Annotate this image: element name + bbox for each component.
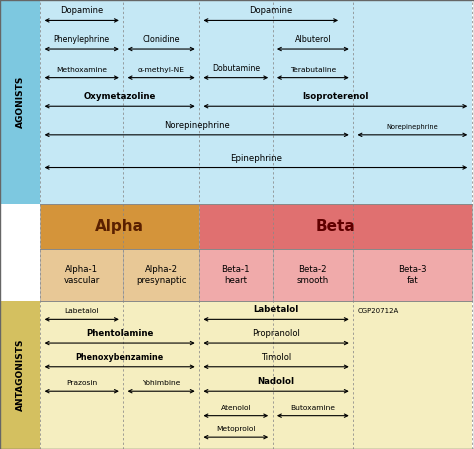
Text: Nadolol: Nadolol	[257, 377, 295, 386]
Text: Dopamine: Dopamine	[60, 6, 103, 16]
Text: Methoxamine: Methoxamine	[56, 67, 107, 73]
Text: Beta-2
smooth: Beta-2 smooth	[297, 265, 329, 285]
Bar	[0, 0, 40, 204]
Text: Alpha-2
presynaptic: Alpha-2 presynaptic	[136, 265, 186, 285]
Text: Butoxamine: Butoxamine	[291, 405, 335, 411]
Bar	[199, 204, 472, 249]
Text: Propranolol: Propranolol	[252, 329, 300, 338]
Text: Beta-1
heart: Beta-1 heart	[221, 265, 250, 285]
Text: Dobutamine: Dobutamine	[212, 64, 260, 73]
Text: Norepinephrine: Norepinephrine	[386, 124, 438, 130]
Bar	[199, 249, 273, 301]
Text: Alpha: Alpha	[95, 219, 144, 234]
Text: CGP20712A: CGP20712A	[358, 308, 399, 314]
Bar	[40, 301, 472, 449]
Bar	[0, 301, 40, 449]
Text: Timolol: Timolol	[261, 353, 291, 362]
Text: Phenoxybenzamine: Phenoxybenzamine	[75, 353, 164, 362]
Bar	[40, 0, 472, 204]
Bar	[123, 249, 199, 301]
Text: Labetalol: Labetalol	[254, 305, 299, 314]
Bar	[273, 249, 353, 301]
Text: Beta-3
fat: Beta-3 fat	[398, 265, 427, 285]
Text: Phenylephrine: Phenylephrine	[54, 35, 110, 44]
Text: Norepinephrine: Norepinephrine	[164, 121, 229, 130]
Bar	[40, 204, 199, 249]
Text: Atenolol: Atenolol	[220, 405, 251, 411]
Bar	[353, 249, 472, 301]
Text: Terabutaline: Terabutaline	[290, 67, 336, 73]
Text: Labetalol: Labetalol	[64, 308, 99, 314]
Text: AGONISTS: AGONISTS	[16, 76, 25, 128]
Text: Yohimbine: Yohimbine	[142, 380, 180, 386]
Text: Epinephrine: Epinephrine	[230, 154, 282, 163]
Text: Isoproterenol: Isoproterenol	[302, 92, 369, 101]
Text: ANTAGONISTS: ANTAGONISTS	[16, 339, 25, 411]
Text: Albuterol: Albuterol	[294, 35, 331, 44]
Text: α-methyl-NE: α-methyl-NE	[137, 67, 185, 73]
Text: Metoprolol: Metoprolol	[216, 426, 255, 432]
Text: Phentolamine: Phentolamine	[86, 329, 154, 338]
Text: Oxymetazoline: Oxymetazoline	[83, 92, 156, 101]
Text: Clonidine: Clonidine	[142, 35, 180, 44]
Text: Alpha-1
vascular: Alpha-1 vascular	[64, 265, 100, 285]
Text: Prazosin: Prazosin	[66, 380, 97, 386]
Text: Beta: Beta	[316, 219, 355, 234]
Text: Dopamine: Dopamine	[249, 6, 292, 16]
Bar	[40, 249, 123, 301]
